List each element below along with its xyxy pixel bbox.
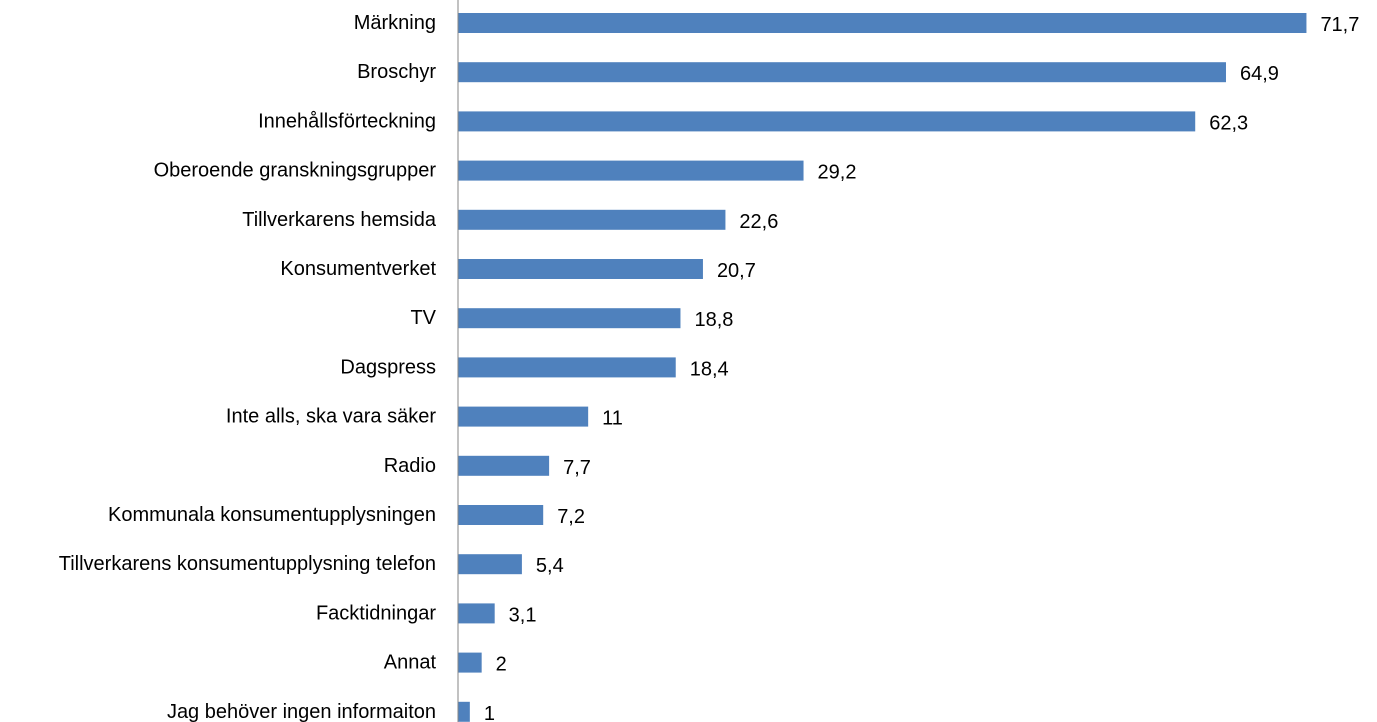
bar-9 bbox=[458, 455, 550, 476]
category-label-1: Broschyr bbox=[357, 61, 436, 83]
bar-0 bbox=[458, 13, 1307, 33]
bar-8 bbox=[458, 406, 589, 427]
value-label-7: 18,4 bbox=[690, 358, 729, 380]
category-label-7: Dagspress bbox=[340, 356, 436, 378]
bar-10 bbox=[458, 505, 544, 525]
category-label-6: TV bbox=[410, 307, 436, 329]
category-label-10: Kommunala konsumentupplysningen bbox=[108, 504, 436, 526]
value-label-11: 5,4 bbox=[536, 555, 564, 577]
category-label-0: Märkning bbox=[354, 12, 436, 34]
value-label-13: 2 bbox=[496, 654, 507, 676]
value-label-14: 1 bbox=[484, 703, 495, 722]
value-label-6: 18,8 bbox=[694, 309, 733, 331]
bars-group bbox=[458, 13, 1307, 722]
category-label-4: Tillverkarens hemsida bbox=[242, 209, 437, 231]
category-label-12: Facktidningar bbox=[316, 602, 436, 624]
category-label-3: Oberoende granskningsgrupper bbox=[154, 160, 437, 182]
bar-6 bbox=[458, 308, 681, 329]
bar-4 bbox=[458, 209, 726, 230]
value-label-3: 29,2 bbox=[818, 162, 857, 184]
category-label-8: Inte alls, ska vara säker bbox=[226, 406, 436, 428]
value-label-0: 71,7 bbox=[1320, 14, 1359, 36]
category-label-2: Innehållsförteckning bbox=[258, 110, 436, 132]
category-label-14: Jag behöver ingen informaiton bbox=[167, 701, 436, 722]
value-label-12: 3,1 bbox=[509, 604, 537, 626]
value-labels-group: 71,7 64,9 62,3 29,2 22,6 20,7 18,8 18,4 11 7,7 7,2… bbox=[484, 14, 1360, 722]
bar-11 bbox=[458, 554, 522, 575]
value-label-5: 20,7 bbox=[717, 260, 756, 282]
value-label-9: 7,7 bbox=[563, 457, 591, 479]
bar-1 bbox=[458, 62, 1226, 83]
bar-12 bbox=[458, 603, 495, 624]
value-label-4: 22,6 bbox=[739, 211, 778, 233]
value-label-2: 62,3 bbox=[1209, 112, 1248, 134]
bar-3 bbox=[458, 160, 804, 181]
bar-14 bbox=[458, 701, 470, 722]
category-labels-group: Märkning Broschyr Innehållsförteckning Ober… bbox=[59, 12, 437, 722]
category-label-11: Tillverkarens konsumentupplysning telefo… bbox=[59, 553, 436, 575]
bar-7 bbox=[458, 357, 676, 378]
bar-5 bbox=[458, 259, 703, 279]
bar-2 bbox=[458, 111, 1196, 132]
value-label-1: 64,9 bbox=[1240, 63, 1279, 85]
category-label-5: Konsumentverket bbox=[280, 258, 436, 280]
bar-13 bbox=[458, 652, 482, 673]
value-label-8: 11 bbox=[602, 408, 623, 430]
category-label-13: Annat bbox=[384, 652, 437, 674]
value-label-10: 7,2 bbox=[557, 506, 585, 528]
category-label-9: Radio bbox=[384, 455, 436, 477]
